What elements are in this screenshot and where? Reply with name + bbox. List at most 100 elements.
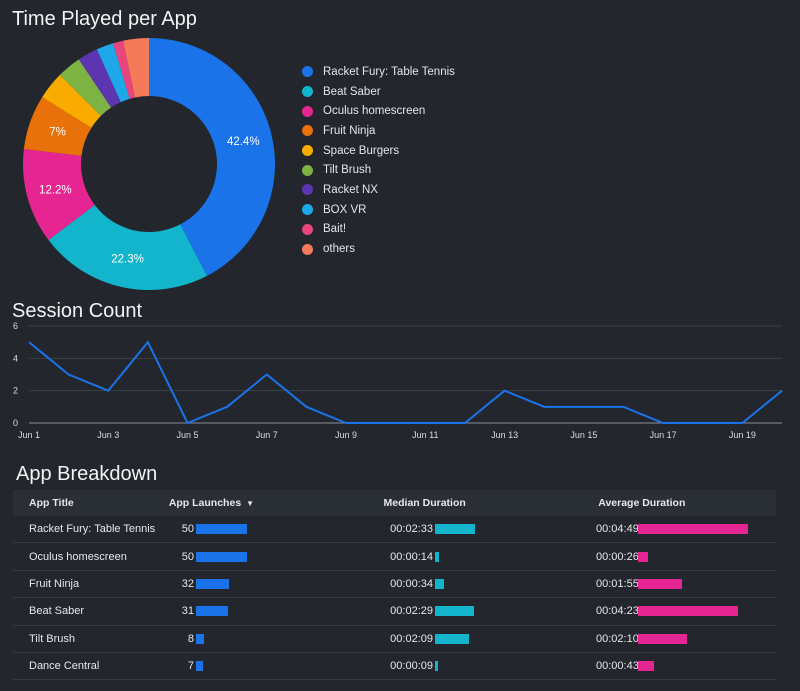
legend-item[interactable]: Beat Saber (302, 82, 455, 102)
legend-label: Racket Fury: Table Tennis (323, 65, 455, 78)
data-point[interactable] (225, 405, 229, 409)
cell-app-launches: 50 (168, 523, 383, 535)
cell-median-duration-bar (435, 551, 439, 562)
header-average-duration[interactable]: Average Duration (598, 497, 686, 509)
legend-item[interactable]: others (302, 239, 455, 259)
donut-slice[interactable] (149, 38, 276, 276)
cell-average-duration-value: 00:00:26 (596, 550, 639, 563)
cell-app-launches: 31 (168, 605, 383, 617)
data-point[interactable] (304, 405, 308, 409)
cell-average-duration-bar (638, 606, 739, 617)
slice-label: 42.4% (227, 136, 260, 148)
cell-app-title: Fruit Ninja (29, 577, 80, 590)
table-row[interactable]: Racket Fury: Table Tennis 50 00:02:33 00:04… (13, 516, 776, 544)
table-row[interactable]: Oculus homescreen 50 00:00:14 00:00:26 (13, 543, 776, 571)
legend-item[interactable]: BOX VR (302, 200, 455, 220)
donut-slice[interactable] (123, 38, 149, 98)
cell-median-duration: 00:00:34 (381, 578, 596, 590)
cell-median-duration-bar (435, 524, 475, 535)
data-point[interactable] (384, 421, 388, 425)
cell-average-duration-bar (638, 661, 655, 672)
data-point[interactable] (344, 421, 348, 425)
data-point[interactable] (146, 340, 150, 344)
legend-item[interactable]: Racket Fury: Table Tennis (302, 62, 455, 82)
legend-label: Tilt Brush (323, 164, 372, 177)
cell-median-duration-value: 00:02:29 (390, 605, 433, 618)
session-count-series[interactable] (28, 340, 783, 425)
cell-average-duration: 00:04:23 (596, 605, 774, 617)
data-point[interactable] (106, 389, 110, 393)
cell-median-duration: 00:02:33 (381, 523, 596, 535)
cell-average-duration-value: 00:04:23 (596, 605, 639, 618)
table-header: App Title App Launches ▼ Median Duration … (13, 490, 776, 516)
cell-average-duration-value: 00:01:55 (596, 577, 639, 590)
data-point[interactable] (661, 421, 665, 425)
donut-slice[interactable] (23, 97, 92, 156)
cell-app-title: Dance Central (29, 660, 100, 673)
legend-item[interactable]: Oculus homescreen (302, 101, 455, 121)
data-point[interactable] (542, 405, 546, 409)
header-app-title[interactable]: App Title (29, 497, 74, 509)
donut-slice[interactable] (42, 74, 101, 128)
cell-average-duration-value: 00:00:43 (596, 660, 639, 673)
table-body: Racket Fury: Table Tennis 50 00:02:33 00:04… (13, 516, 776, 681)
legend-swatch (302, 243, 313, 255)
cell-median-duration-value: 00:02:09 (390, 632, 433, 645)
donut-slice[interactable] (78, 49, 121, 108)
line-title: Session Count (12, 300, 143, 322)
cell-median-duration-value: 00:00:34 (390, 577, 433, 590)
cell-median-duration-value: 00:00:09 (390, 660, 433, 673)
slice-label: 7% (49, 127, 66, 139)
cell-average-duration: 00:04:49 (596, 523, 774, 535)
legend-item[interactable]: Racket NX (302, 180, 455, 200)
header-app-launches[interactable]: App Launches ▼ (168, 497, 384, 509)
table-row[interactable]: Dance Central 7 00:00:09 00:00:43 (13, 653, 776, 681)
donut-slice[interactable] (48, 204, 207, 291)
data-point[interactable] (186, 421, 190, 425)
cell-app-launches-value: 50 (181, 523, 194, 536)
header-app-launches-label: App Launches (168, 497, 242, 509)
table-row[interactable]: Fruit Ninja 32 00:00:34 00:01:55 (13, 571, 776, 599)
data-point[interactable] (27, 340, 31, 344)
data-point[interactable] (621, 405, 625, 409)
data-point[interactable] (67, 373, 71, 377)
legend-label: Fruit Ninja (323, 124, 376, 137)
cell-average-duration: 00:01:55 (596, 578, 774, 590)
legend-swatch (302, 204, 313, 216)
data-point[interactable] (423, 421, 427, 425)
cell-median-duration-value: 00:02:33 (390, 523, 433, 536)
legend-item[interactable]: Tilt Brush (302, 160, 455, 180)
legend-swatch (302, 66, 313, 78)
slice-label: 22.3% (111, 254, 144, 266)
data-point[interactable] (463, 421, 467, 425)
cell-app-launches-value: 8 (187, 632, 194, 645)
donut-slice[interactable] (59, 59, 112, 116)
x-tick-label: Jun 7 (256, 430, 278, 440)
donut-slice[interactable] (96, 43, 130, 103)
data-point[interactable] (740, 421, 744, 425)
cell-median-duration-bar (435, 578, 444, 589)
legend-item[interactable]: Fruit Ninja (302, 121, 455, 141)
cell-average-duration-bar (638, 578, 682, 589)
data-point[interactable] (265, 373, 269, 377)
cell-median-duration-bar (435, 606, 474, 617)
data-point[interactable] (780, 389, 784, 393)
session-line-chart: 0 2 4 6 Jun 1 Jun 3 Jun 5 Jun 7 Jun 9 Jun 11 Jun 1… (13, 321, 784, 440)
data-point[interactable] (582, 405, 586, 409)
legend-item[interactable]: Bait! (302, 220, 455, 240)
y-tick-label: 2 (13, 386, 18, 396)
data-point[interactable] (701, 421, 705, 425)
table-row[interactable]: Tilt Brush 8 00:02:09 00:02:10 (13, 626, 776, 653)
cell-app-title: Oculus homescreen (29, 550, 127, 563)
x-tick-label: Jun 17 (650, 430, 677, 440)
donut-chart: 42.4% 22.3% 12.2% 7% (23, 38, 276, 291)
data-point[interactable] (503, 389, 507, 393)
donut-slice[interactable] (23, 148, 95, 240)
cell-app-launches-value: 32 (181, 577, 194, 590)
donut-slice[interactable] (113, 40, 136, 99)
table-title: App Breakdown (16, 463, 158, 485)
header-median-duration[interactable]: Median Duration (383, 497, 466, 509)
legend-item[interactable]: Space Burgers (302, 141, 455, 161)
sort-desc-icon[interactable]: ▼ (246, 499, 255, 508)
table-row[interactable]: Beat Saber 31 00:02:29 00:04:23 (13, 598, 776, 626)
